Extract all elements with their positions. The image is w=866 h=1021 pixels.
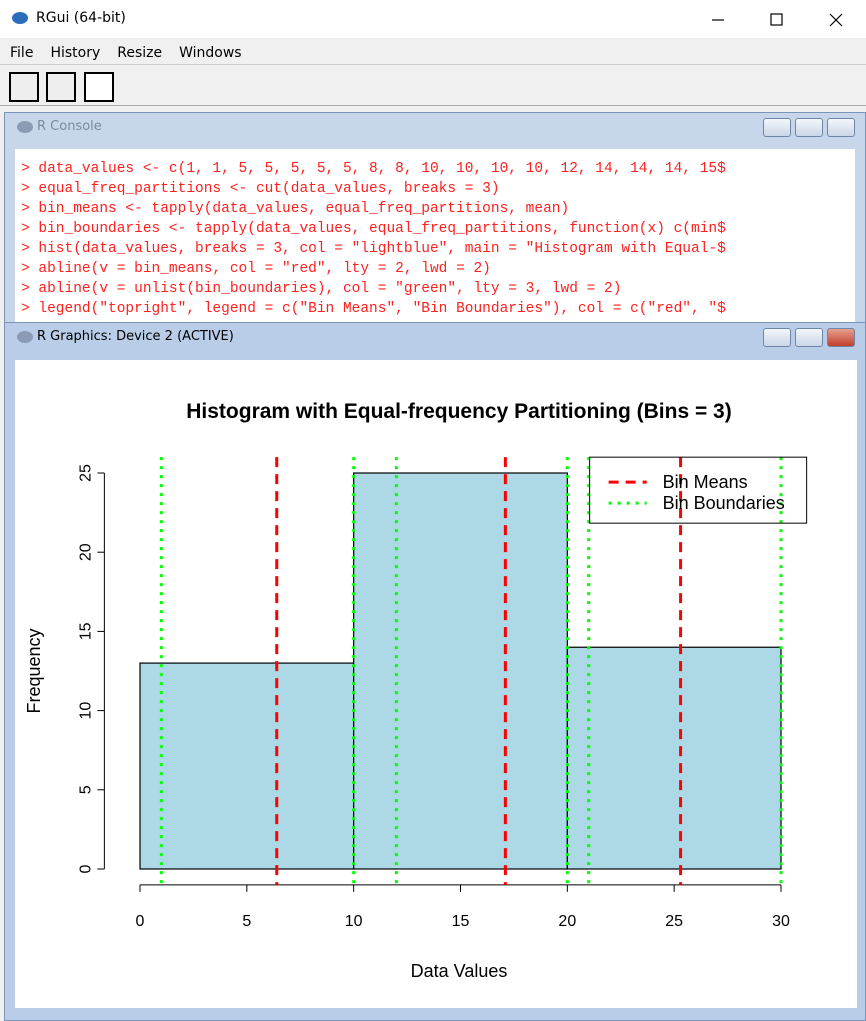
y-tick-label: 20 <box>77 543 94 561</box>
y-tick-label: 15 <box>77 622 94 640</box>
console-title: R Console <box>37 119 102 134</box>
app-title: RGui (64-bit) <box>36 10 126 26</box>
tool-button[interactable] <box>46 72 76 102</box>
x-tick-label: 0 <box>136 913 145 930</box>
graphics-icon <box>17 331 33 343</box>
console-controls[interactable] <box>763 118 855 137</box>
console-output: > data_values <- c(1, 1, 5, 5, 5, 5, 5, … <box>15 149 855 343</box>
graphics-title: R Graphics: Device 2 (ACTIVE) <box>37 329 234 344</box>
y-tick-label: 5 <box>77 785 94 794</box>
console-line: > hist(data_values, breaks = 3, col = "l… <box>21 241 726 257</box>
menu-item[interactable]: Resize <box>117 45 163 61</box>
console-icon <box>17 121 33 133</box>
y-tick-label: 0 <box>77 864 94 873</box>
menu-item[interactable]: History <box>50 45 101 61</box>
console-line: > abline(v = bin_means, col = "red", lty… <box>21 261 491 277</box>
tool-button[interactable] <box>9 72 39 102</box>
x-axis-label: Data Values <box>411 961 508 981</box>
plot: Histogram with Equal-frequency Partition… <box>15 360 857 1008</box>
legend-label: Bin Boundaries <box>663 493 785 513</box>
histogram-bar <box>566 646 782 870</box>
window-controls[interactable] <box>700 8 850 32</box>
x-tick-label: 20 <box>558 913 576 930</box>
histogram-bar <box>139 662 355 870</box>
app-icon <box>12 12 28 24</box>
console-line: > data_values <- c(1, 1, 5, 5, 5, 5, 5, … <box>21 161 726 177</box>
chart-title: Histogram with Equal-frequency Partition… <box>186 400 731 423</box>
toolbar <box>0 64 866 106</box>
histogram-bar <box>353 472 568 870</box>
graphics-window: R Graphics: Device 2 (ACTIVE) Histogram … <box>4 322 866 1021</box>
menu-item[interactable]: File <box>10 45 34 61</box>
console-line: > bin_boundaries <- tapply(data_values, … <box>21 221 726 237</box>
console-line: > bin_means <- tapply(data_values, equal… <box>21 201 570 217</box>
x-tick-label: 25 <box>665 913 683 930</box>
console-line: > legend("topright", legend = c("Bin Mea… <box>21 301 726 317</box>
x-tick-label: 5 <box>242 913 251 930</box>
legend-box <box>589 456 808 524</box>
title-bar: RGui (64-bit) <box>0 0 866 38</box>
legend-label: Bin Means <box>663 472 748 492</box>
x-tick-label: 15 <box>452 913 470 930</box>
tool-button[interactable] <box>84 72 114 102</box>
console-window: R Console > data_values <- c(1, 1, 5, 5,… <box>4 112 866 344</box>
console-line: > abline(v = unlist(bin_boundaries), col… <box>21 281 622 297</box>
x-tick-label: 30 <box>772 913 790 930</box>
menu-item[interactable]: Windows <box>179 45 242 61</box>
y-tick-label: 25 <box>77 464 94 482</box>
console-line: > equal_freq_partitions <- cut(data_valu… <box>21 181 500 197</box>
x-tick-label: 10 <box>345 913 363 930</box>
graphics-controls[interactable] <box>763 328 855 347</box>
y-axis-label: Frequency <box>24 628 44 713</box>
menu-bar: File History Resize Windows <box>10 42 259 61</box>
y-tick-label: 10 <box>77 702 94 720</box>
